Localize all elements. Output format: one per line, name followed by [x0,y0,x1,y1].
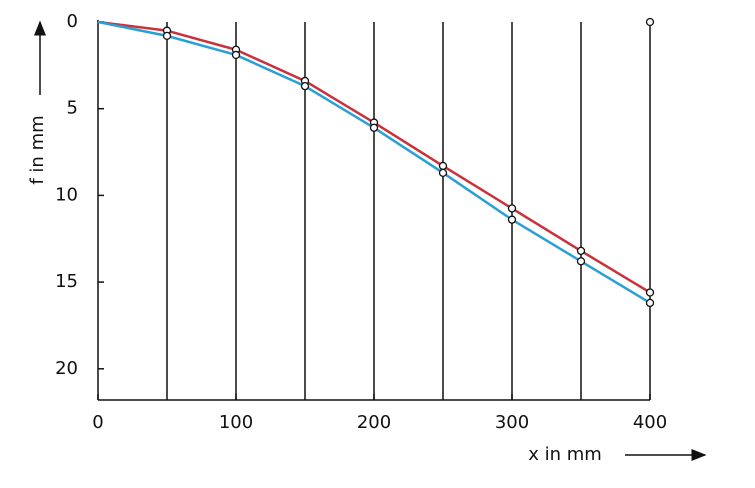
y-tick-label: 20 [55,358,78,379]
reference-point [645,17,655,27]
point [645,288,655,297]
point [645,298,655,308]
point [507,204,517,213]
point [369,123,379,132]
y-tick-label: 0 [67,11,78,32]
y-tick-label: 10 [55,184,78,205]
x-axis-label: x in mm [528,444,602,465]
point [576,257,586,266]
y-axis-label: f in mm [27,115,48,184]
y-tick-label: 15 [55,271,78,292]
x-tick-label: 0 [92,412,103,433]
y-tick-label: 5 [67,98,78,119]
x-tick-label: 100 [219,412,253,433]
point [507,215,517,224]
point [576,246,586,256]
point [231,50,241,60]
point [300,82,310,91]
point [162,31,172,41]
point [438,168,448,178]
point [438,161,448,171]
x-tick-label: 300 [495,412,529,433]
x-tick-label: 200 [357,412,391,433]
x-tick-label: 400 [633,412,667,433]
